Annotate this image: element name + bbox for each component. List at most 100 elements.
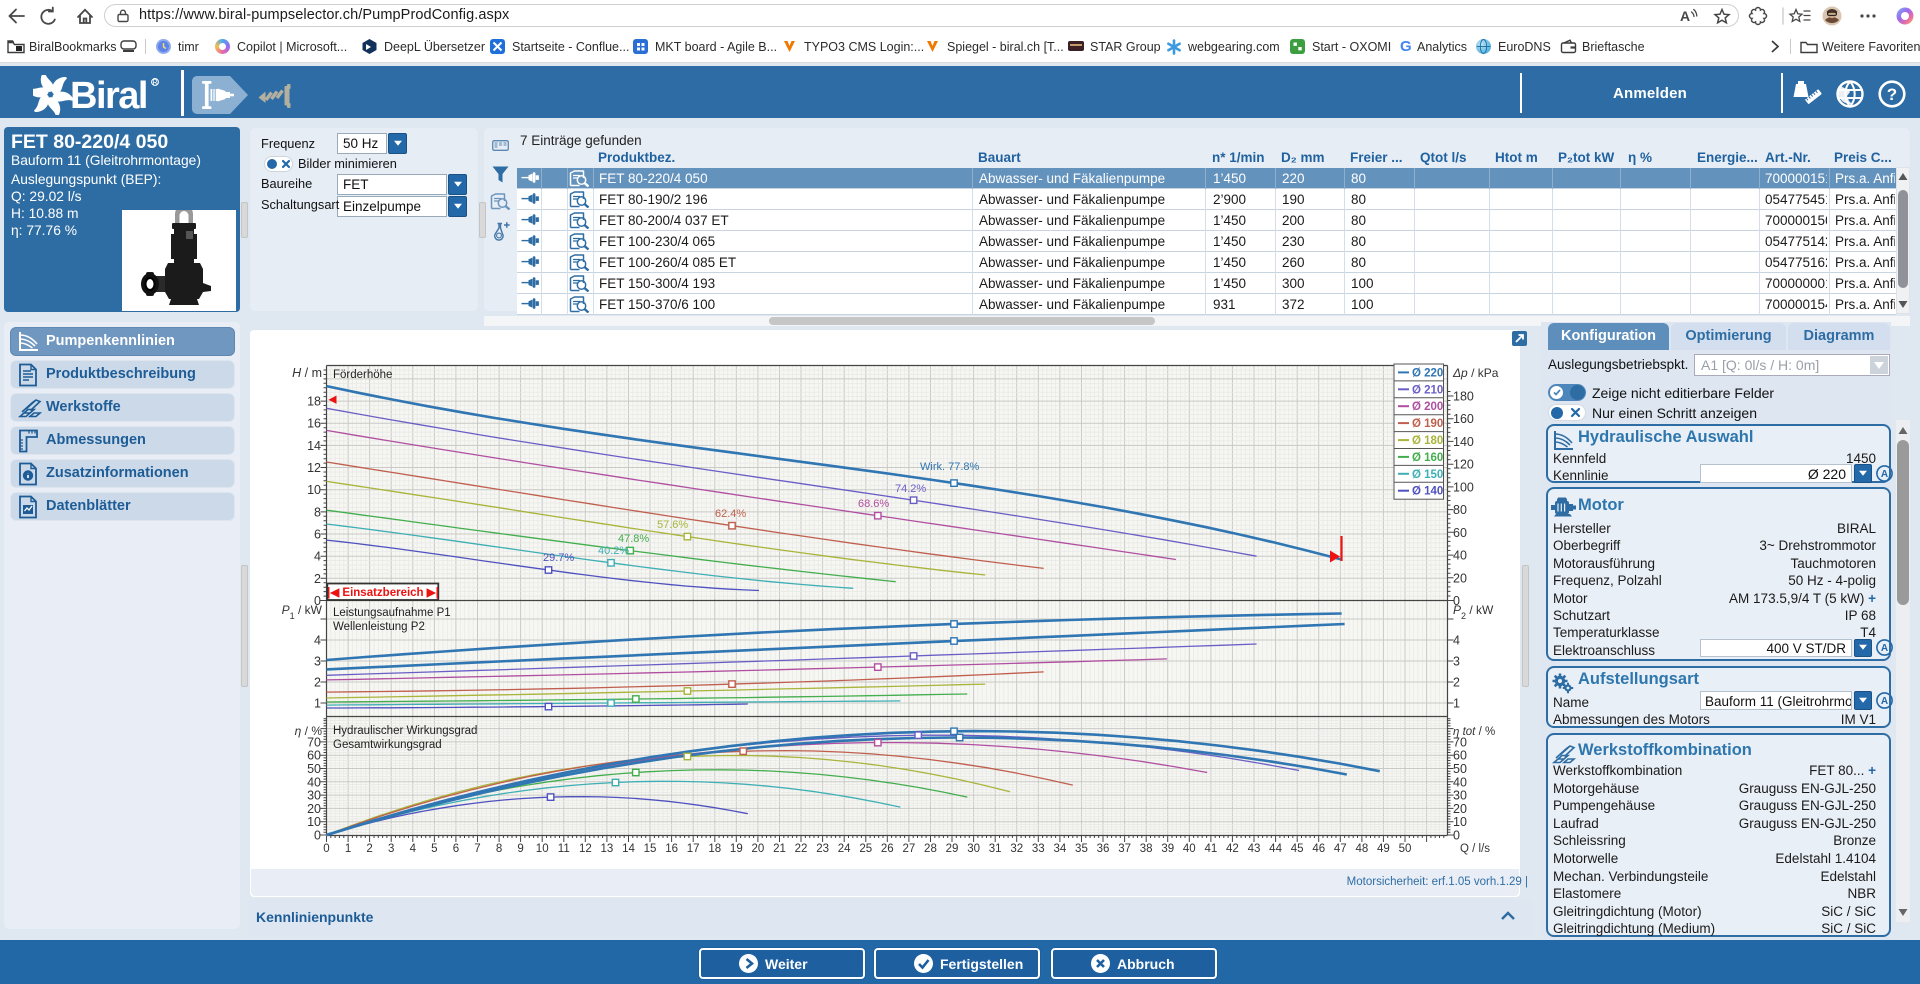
svg-text:5: 5 [431,843,437,855]
svg-text:29: 29 [946,843,959,855]
svg-text:20: 20 [752,843,765,855]
svg-text:180: 180 [1453,390,1474,404]
svg-text:40: 40 [307,775,321,789]
svg-text:Q / l/s: Q / l/s [1460,843,1490,855]
svg-text:47.8%: 47.8% [618,533,649,545]
svg-text:40: 40 [1453,549,1467,563]
svg-text:2: 2 [1453,676,1460,690]
svg-text:4: 4 [314,550,321,564]
svg-text:10: 10 [1453,815,1467,829]
svg-text:8: 8 [314,505,321,519]
svg-text:1: 1 [314,697,321,711]
svg-text:Ø 220: Ø 220 [1412,367,1443,379]
svg-text:R: R [152,80,157,87]
svg-text:Leistungsaufnahme P1: Leistungsaufnahme P1 [333,607,451,619]
svg-text:Hydraulischer Wirkungsgrad: Hydraulischer Wirkungsgrad [333,725,477,737]
svg-text:0: 0 [1453,594,1460,608]
svg-text:Ø 160: Ø 160 [1412,452,1443,464]
svg-text:Ø 180: Ø 180 [1412,435,1443,447]
svg-text:A: A [1680,8,1690,24]
svg-text:22: 22 [795,843,808,855]
svg-text:2: 2 [314,572,321,586]
svg-text:13: 13 [601,843,614,855]
svg-text:20: 20 [307,802,321,816]
svg-text:50: 50 [1453,762,1467,776]
svg-text:32: 32 [1010,843,1023,855]
svg-text:A: A [1881,696,1888,707]
svg-text:70: 70 [1453,735,1467,749]
svg-text:34: 34 [1053,843,1066,855]
svg-text:60: 60 [1453,526,1467,540]
svg-text:1: 1 [345,843,351,855]
svg-text:Wirk. 77.8%: Wirk. 77.8% [920,461,980,473]
svg-text:|◀ Einsatzbereich ▶|: |◀ Einsatzbereich ▶| [327,587,439,599]
svg-text:6: 6 [453,843,459,855]
svg-text:26: 26 [881,843,894,855]
svg-text:Δp / kPa: Δp / kPa [1452,366,1499,380]
svg-text:28: 28 [924,843,937,855]
svg-text:25: 25 [859,843,872,855]
svg-text:Ø 190: Ø 190 [1412,418,1443,430]
svg-text:48: 48 [1355,843,1368,855]
svg-text:14: 14 [307,439,321,453]
svg-text:50: 50 [307,762,321,776]
svg-text:7: 7 [474,843,480,855]
svg-text:57.6%: 57.6% [657,519,688,531]
svg-text:62.4%: 62.4% [715,508,746,520]
svg-text:33: 33 [1032,843,1045,855]
svg-text:15: 15 [644,843,657,855]
svg-text:27: 27 [902,843,915,855]
svg-text:Gesamtwirkungsgrad: Gesamtwirkungsgrad [333,739,442,751]
svg-text:16: 16 [665,843,678,855]
svg-text:80: 80 [1453,503,1467,517]
svg-text:68.6%: 68.6% [858,498,889,510]
svg-text:30: 30 [967,843,980,855]
svg-text:0: 0 [323,843,329,855]
svg-text:3: 3 [314,655,321,669]
svg-text:η / %: η / % [295,724,323,738]
svg-text:74.2%: 74.2% [895,483,926,495]
svg-text:43: 43 [1248,843,1261,855]
svg-text:18: 18 [307,395,321,409]
svg-text:2: 2 [366,843,372,855]
svg-text:12: 12 [307,461,321,475]
svg-text:30: 30 [307,789,321,803]
svg-text:21: 21 [773,843,786,855]
svg-text:3: 3 [388,843,394,855]
svg-text:23: 23 [816,843,829,855]
svg-text:50: 50 [1399,843,1412,855]
svg-text:44: 44 [1269,843,1282,855]
svg-text:40.2%: 40.2% [598,545,629,557]
svg-text:10: 10 [536,843,549,855]
svg-text:41: 41 [1204,843,1217,855]
svg-text:4: 4 [1453,634,1460,648]
svg-text:140: 140 [1453,435,1474,449]
svg-text:P2 / kW: P2 / kW [1453,603,1494,621]
svg-text:20: 20 [1453,571,1467,585]
svg-text:Förderhöhe: Förderhöhe [333,369,392,381]
svg-text:19: 19 [730,843,743,855]
svg-text:20: 20 [1453,802,1467,816]
svg-text:120: 120 [1453,458,1474,472]
svg-text:η tot / %: η tot / % [1453,726,1495,738]
svg-text:46: 46 [1312,843,1325,855]
svg-text:Ø 200: Ø 200 [1412,401,1443,413]
svg-text:Ø 140: Ø 140 [1412,486,1443,498]
svg-text:Ø 210: Ø 210 [1412,384,1443,396]
svg-text:30: 30 [1453,789,1467,803]
svg-text:?: ? [1887,85,1897,104]
svg-text:40: 40 [1453,775,1467,789]
svg-text:37: 37 [1118,843,1131,855]
svg-text:Wellenleistung P2: Wellenleistung P2 [333,621,425,633]
svg-text:160: 160 [1453,412,1474,426]
svg-text:36: 36 [1097,843,1110,855]
svg-text:29.7%: 29.7% [543,552,574,564]
svg-text:3: 3 [1453,655,1460,669]
svg-text:49: 49 [1377,843,1390,855]
svg-text:4: 4 [410,843,417,855]
svg-text:0: 0 [1453,829,1460,843]
svg-text:60: 60 [1453,749,1467,763]
svg-text:45: 45 [1291,843,1304,855]
svg-text:31: 31 [989,843,1002,855]
svg-text:14: 14 [622,843,635,855]
